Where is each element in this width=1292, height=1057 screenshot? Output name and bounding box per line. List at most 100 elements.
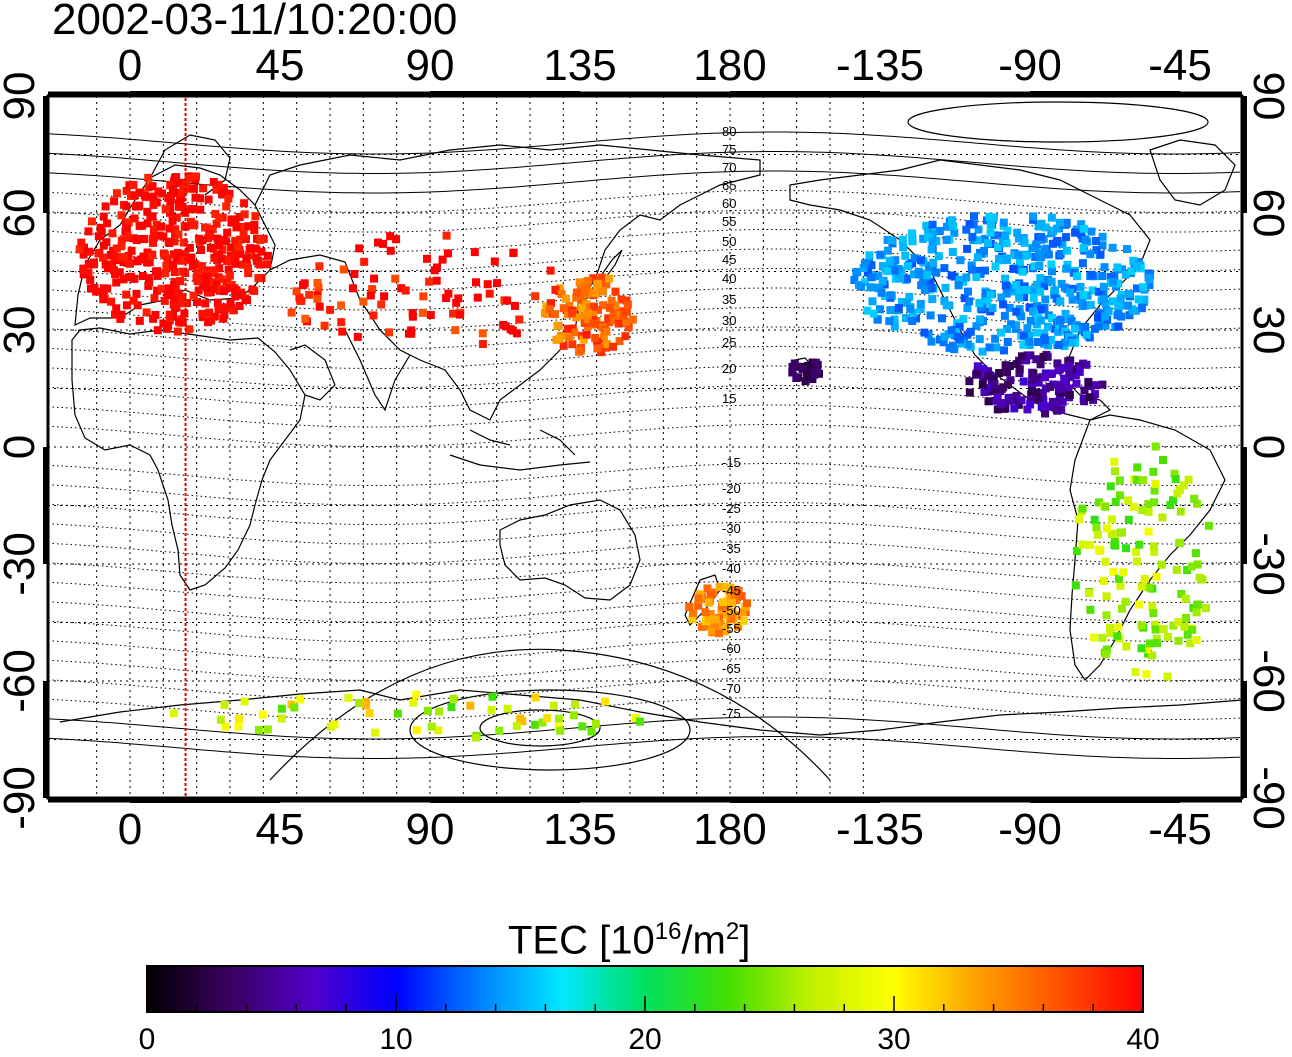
tec-cell-north-america	[1145, 274, 1154, 283]
tec-cell-europe	[212, 280, 221, 289]
tec-cell-south-america	[1116, 528, 1125, 537]
tec-cell-north-america	[1114, 279, 1123, 288]
tec-cell-north-america	[903, 262, 912, 270]
tec-cell-europe	[158, 189, 167, 198]
tec-cell-north-america	[1088, 286, 1097, 295]
coastline-greenland	[1149, 139, 1236, 206]
tec-cell-europe	[119, 275, 128, 284]
tec-cell-north-america	[1068, 338, 1077, 347]
tec-cell-hawaii	[802, 370, 811, 379]
tec-cell-north-america	[955, 322, 964, 331]
frame-edge-bars	[43, 91, 1247, 803]
tec-cell-europe	[235, 302, 244, 310]
tec-cell-central-america	[1055, 397, 1064, 406]
tec-cell-central-america	[990, 380, 999, 389]
contour-line	[48, 521, 1241, 545]
tec-cell-north-america	[1054, 327, 1063, 336]
tec-cell-north-america	[1087, 270, 1096, 279]
coastline-south-america	[1069, 414, 1226, 681]
tec-cell-north-america	[1068, 295, 1077, 304]
tec-cell-europe	[217, 275, 226, 284]
contour-label-north: 60	[722, 196, 737, 211]
contour-label-north: 80	[722, 124, 737, 139]
tec-cell-north-america	[1006, 284, 1015, 293]
tec-cell-europe	[172, 213, 181, 222]
tec-cell-south-america	[1113, 632, 1122, 641]
tec-cell-new-zealand	[694, 594, 703, 603]
tec-cell-south-america	[1175, 538, 1184, 547]
tec-cell-japan	[583, 282, 591, 291]
tec-cell-europe	[163, 254, 172, 263]
tec-cell-south-america	[1133, 463, 1142, 472]
tec-cell-europe	[135, 188, 144, 197]
tec-cell-europe	[162, 324, 171, 333]
contour-label-south: -70	[722, 681, 741, 696]
tec-cell-new-zealand	[722, 603, 731, 612]
tec-cell-south-america	[1092, 523, 1101, 532]
tec-cell-south-america	[1153, 639, 1162, 648]
tec-cell-europe	[235, 213, 244, 221]
tec-cell-east-asia	[449, 309, 458, 318]
tec-cell-central-america	[1039, 352, 1048, 361]
tec-cell-north-america	[1121, 270, 1130, 279]
top-lon-label: 135	[543, 41, 617, 90]
tec-cell-antarctica	[488, 692, 497, 701]
tec-cell-north-america	[985, 212, 994, 221]
tec-cell-east-asia	[444, 249, 452, 258]
tec-cell-central-america	[1001, 361, 1010, 370]
tec-cell-europe	[229, 306, 238, 315]
tec-cell-europe	[179, 238, 188, 247]
tec-cell-east-asia	[360, 257, 369, 266]
tec-cell-japan	[598, 273, 607, 282]
tec-cell-north-america	[866, 283, 875, 292]
tec-cell-europe	[228, 218, 237, 227]
tec-cell-japan	[565, 301, 574, 310]
right-edge-bar	[1241, 447, 1247, 564]
tec-cell-south-america	[1115, 491, 1124, 500]
contour-line	[48, 638, 1241, 662]
tec-cell-north-america	[905, 292, 914, 301]
tec-cell-europe	[214, 303, 223, 312]
tec-cell-europe	[112, 244, 121, 253]
tec-cell-north-america	[908, 229, 917, 238]
tec-cell-europe	[130, 214, 139, 223]
tec-cell-north-america	[1029, 307, 1037, 316]
tec-cell-europe	[170, 280, 179, 289]
tec-cell-east-asia	[299, 281, 307, 289]
tec-cell-japan	[623, 300, 632, 309]
tec-cell-europe	[231, 237, 240, 245]
tec-cell-south-america	[1142, 670, 1151, 679]
tec-cell-north-america	[1077, 230, 1086, 239]
tec-cell-south-america	[1111, 497, 1120, 506]
tec-cell-antarctica	[412, 726, 421, 735]
tec-cell-east-asia	[359, 297, 368, 306]
contour-line	[48, 560, 1241, 584]
tec-cell-north-america	[945, 343, 954, 352]
tec-cell-north-america	[991, 334, 1000, 343]
tec-cell-europe	[168, 216, 177, 225]
tec-cell-europe	[209, 178, 218, 186]
tec-cell-europe	[240, 199, 249, 208]
tec-cell-central-america	[1004, 380, 1012, 389]
tec-cell-central-america	[990, 387, 999, 395]
tec-cell-north-america	[910, 270, 919, 279]
contour-label-north: 40	[722, 271, 737, 286]
tec-cell-south-america	[1106, 482, 1115, 491]
tec-cell-europe	[122, 301, 131, 310]
tec-cell-east-asia	[423, 254, 431, 263]
tec-cell-europe	[196, 205, 205, 214]
tec-cell-europe	[99, 291, 108, 300]
tec-cell-north-america	[1047, 336, 1056, 344]
tec-cell-north-america	[941, 283, 950, 292]
tec-cell-north-america	[1025, 337, 1034, 346]
tec-cell-north-america	[928, 295, 937, 304]
tec-cell-europe	[197, 246, 205, 254]
tec-cell-east-asia	[438, 255, 447, 264]
tec-cell-north-america	[1087, 227, 1096, 236]
tec-cell-east-asia	[337, 318, 346, 327]
tec-cell-north-america	[1028, 244, 1037, 253]
tec-cell-japan	[622, 317, 631, 326]
tec-cell-north-america	[1019, 340, 1028, 349]
tec-cell-antarctica	[556, 726, 565, 735]
tec-cell-north-america	[922, 221, 931, 230]
